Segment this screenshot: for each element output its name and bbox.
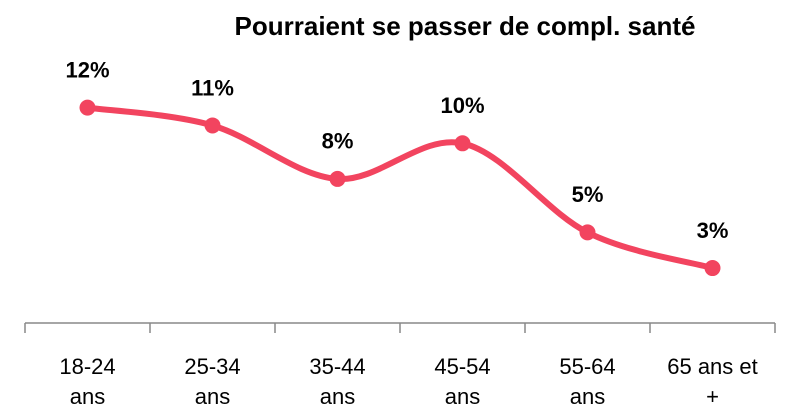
chart-title: Pourraient se passer de compl. santé: [235, 11, 696, 41]
x-tick-label: 35-44 ans: [309, 354, 365, 409]
point: [329, 170, 346, 187]
point: [454, 135, 471, 152]
data-label: 10%: [440, 93, 484, 118]
x-axis-ticks: [24, 323, 776, 333]
point: [704, 260, 721, 277]
point: [204, 117, 221, 134]
point: [79, 99, 96, 116]
x-tick-label: 18-24 ans: [59, 354, 115, 409]
data-label: 8%: [322, 129, 354, 154]
data-label: 5%: [572, 182, 604, 207]
x-tick-label: 45-54 ans: [434, 354, 490, 409]
x-tick-label: 25-34 ans: [184, 354, 240, 409]
line: [84, 104, 716, 272]
data-label: 11%: [191, 75, 234, 100]
data-label: 12%: [65, 57, 109, 82]
data-label: 3%: [697, 218, 729, 243]
x-tick-label: 65 ans et +: [667, 354, 758, 409]
x-tick-label: 55-64 ans: [559, 354, 615, 409]
point: [579, 224, 596, 241]
